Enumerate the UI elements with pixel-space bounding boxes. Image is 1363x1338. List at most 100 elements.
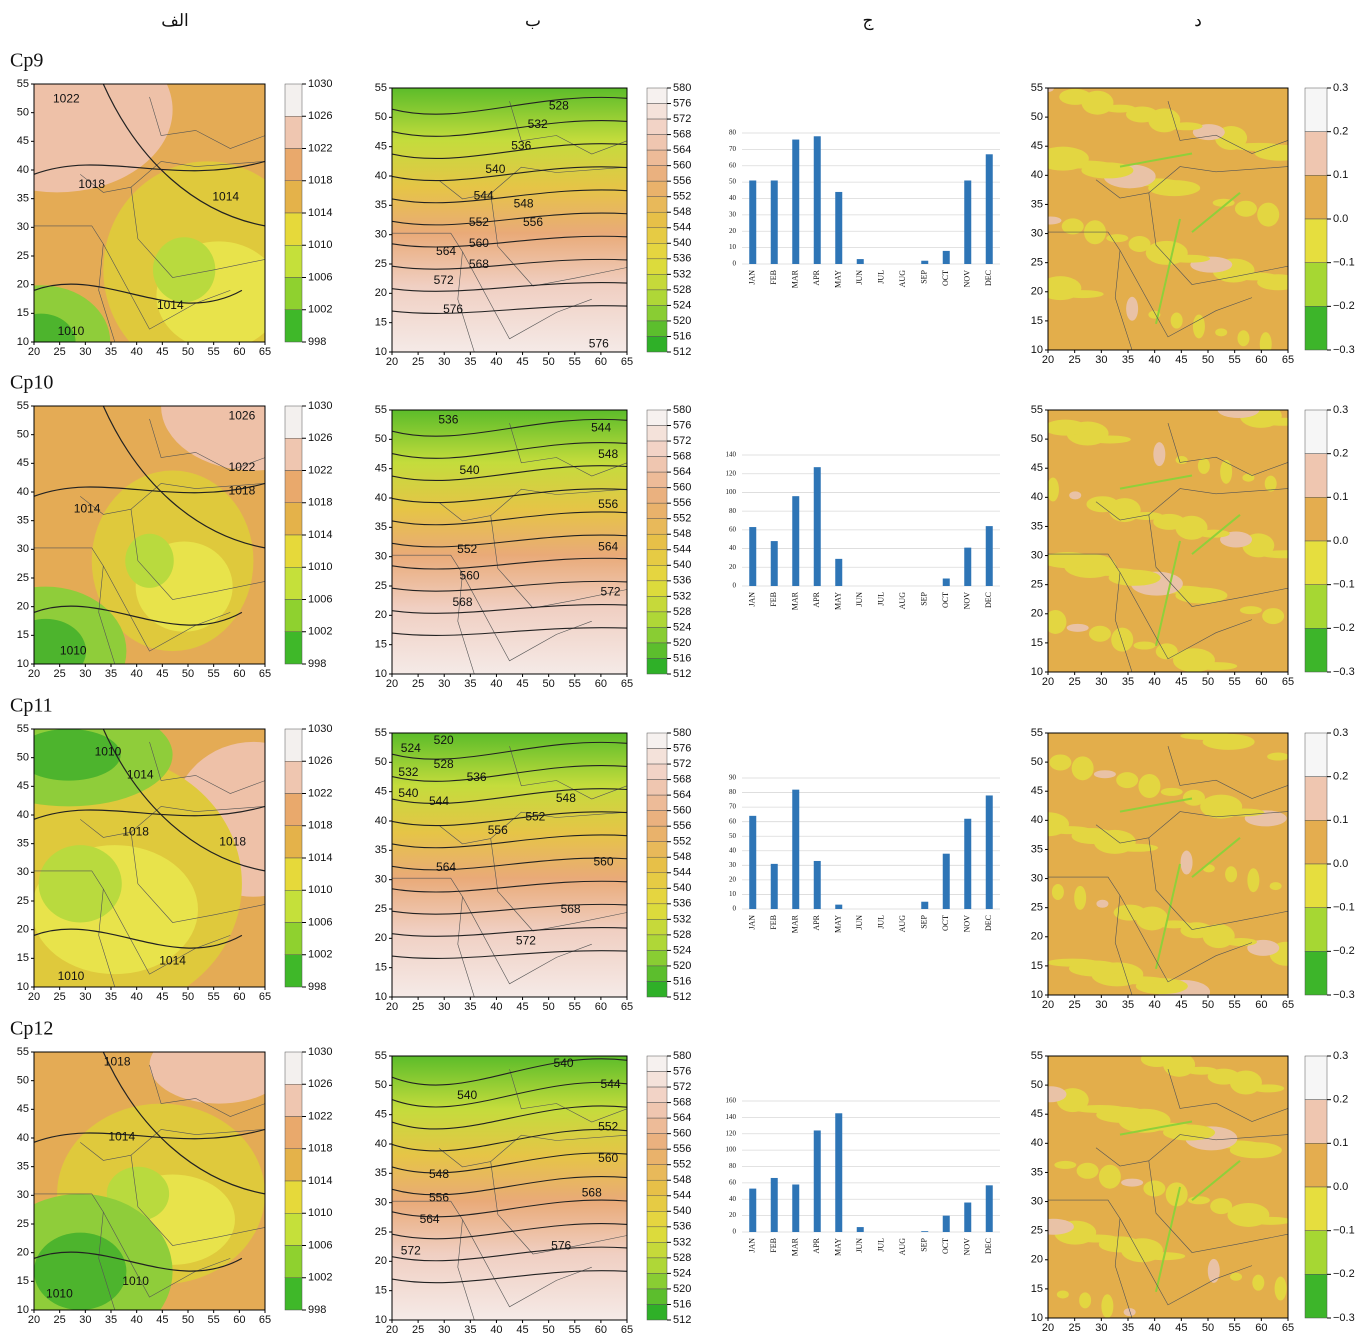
colorbar-segment bbox=[284, 922, 303, 955]
map-fill bbox=[1232, 142, 1285, 151]
colorbar-label: 0.1 bbox=[1333, 1137, 1348, 1149]
y-tick-label: 20 bbox=[1031, 286, 1043, 298]
x-tick-label: SEP bbox=[920, 914, 929, 928]
colorbar-segment bbox=[284, 1180, 303, 1214]
colorbar-label: 548 bbox=[673, 528, 691, 540]
bar bbox=[813, 860, 821, 909]
bar bbox=[964, 1202, 972, 1232]
colorbar-segment bbox=[1304, 1143, 1328, 1188]
x-tick-label: 45 bbox=[156, 1314, 168, 1326]
border-line bbox=[1095, 166, 1288, 199]
y-tick-label: 45 bbox=[17, 780, 29, 792]
map-fill bbox=[34, 618, 86, 664]
y-tick-label: 50 bbox=[729, 178, 737, 186]
map-fill bbox=[34, 1232, 127, 1310]
border-line bbox=[1167, 1069, 1288, 1122]
colorbar-segment bbox=[646, 1148, 668, 1165]
y-tick-label: 10 bbox=[1031, 666, 1043, 678]
bar bbox=[964, 547, 972, 586]
border-line bbox=[438, 488, 627, 522]
colorbar-segment bbox=[284, 277, 303, 310]
x-tick-label: 50 bbox=[182, 991, 194, 1003]
x-tick-label: FEB bbox=[769, 592, 778, 607]
colorbar-label: 576 bbox=[673, 1065, 691, 1077]
colorbar-segment bbox=[284, 405, 303, 439]
colorbar-label: 0.2 bbox=[1333, 771, 1348, 783]
map-area bbox=[392, 410, 627, 674]
x-tick-label: MAY bbox=[834, 592, 843, 610]
colorbar-label: 560 bbox=[673, 805, 691, 817]
y-tick-label: 45 bbox=[1031, 785, 1043, 797]
x-tick-label: 60 bbox=[595, 356, 607, 368]
contour-label: 564 bbox=[436, 244, 456, 258]
bar bbox=[964, 180, 972, 264]
x-tick-label: 45 bbox=[156, 991, 168, 1003]
y-tick-label: 40 bbox=[729, 846, 737, 854]
contour-label: 1014 bbox=[127, 768, 154, 782]
colorbar-label: 524 bbox=[673, 1267, 691, 1279]
contour-label: 548 bbox=[514, 196, 534, 210]
colorbar-label: 520 bbox=[673, 960, 691, 972]
colorbar-label: 544 bbox=[673, 544, 691, 556]
y-tick-label: 80 bbox=[729, 788, 737, 796]
colorbar-label: −0.3 bbox=[1333, 1312, 1355, 1324]
x-tick-label: 35 bbox=[105, 1314, 117, 1326]
map-fill bbox=[1111, 627, 1134, 652]
colorbar-segment bbox=[646, 103, 668, 120]
bar bbox=[835, 1113, 843, 1232]
y-tick-label: 50 bbox=[17, 752, 29, 764]
colorbar-segment bbox=[1304, 951, 1328, 996]
contour-line bbox=[34, 605, 243, 626]
bar bbox=[985, 795, 993, 909]
x-tick-label: 30 bbox=[79, 346, 91, 358]
colorbar-label: 540 bbox=[673, 1205, 691, 1217]
colorbar-label: 580 bbox=[673, 1050, 691, 1062]
map-fill bbox=[1119, 1120, 1193, 1136]
contour-label: 576 bbox=[589, 336, 609, 350]
contour-line bbox=[392, 1058, 627, 1086]
map-area bbox=[34, 1052, 265, 1310]
map-fill bbox=[1106, 234, 1129, 243]
x-tick-label: DEC bbox=[984, 270, 993, 286]
x-tick-label: 60 bbox=[1255, 354, 1267, 366]
contour-line bbox=[392, 1129, 627, 1152]
x-tick-label: 25 bbox=[54, 668, 66, 680]
y-tick-label: 10 bbox=[375, 668, 387, 680]
contour-label: 564 bbox=[420, 1212, 440, 1226]
colorbar-segment bbox=[1304, 907, 1328, 952]
x-tick-label: 60 bbox=[1255, 999, 1267, 1011]
map-fill bbox=[1217, 410, 1260, 418]
colorbar-label: 1022 bbox=[308, 787, 332, 799]
x-tick-label: 50 bbox=[543, 1001, 555, 1013]
bar bbox=[835, 904, 843, 909]
y-tick-label: 25 bbox=[375, 903, 387, 915]
colorbar-label: 528 bbox=[673, 1252, 691, 1264]
colorbar-label: 552 bbox=[673, 1159, 691, 1171]
map-frame bbox=[33, 405, 266, 665]
colorbar-segment bbox=[646, 336, 668, 353]
x-tick-label: 60 bbox=[233, 668, 245, 680]
x-tick-label: 30 bbox=[438, 1324, 450, 1336]
x-tick-label: 35 bbox=[1122, 999, 1134, 1011]
colorbar-label: 532 bbox=[673, 590, 691, 602]
x-tick-label: 20 bbox=[386, 356, 398, 368]
x-tick-label: MAR bbox=[791, 591, 800, 610]
x-tick-label: 30 bbox=[1095, 999, 1107, 1011]
x-tick-label: 60 bbox=[595, 678, 607, 690]
colorbar-label: 1026 bbox=[308, 110, 332, 122]
y-tick-label: 15 bbox=[1031, 637, 1043, 649]
y-tick-label: 55 bbox=[375, 1050, 387, 1062]
colorbar-segment bbox=[646, 211, 668, 229]
colorbar-label: 1014 bbox=[308, 207, 332, 219]
map-fill bbox=[1220, 531, 1253, 548]
colorbar-segment bbox=[284, 1116, 303, 1149]
colorbar-segment bbox=[646, 1133, 668, 1150]
contour-label: 556 bbox=[523, 215, 543, 229]
y-tick-label: 40 bbox=[375, 815, 387, 827]
colorbar-label: 1022 bbox=[308, 464, 332, 476]
colorbar-label: 528 bbox=[673, 606, 691, 618]
x-tick-label: 25 bbox=[54, 991, 66, 1003]
y-tick-label: 20 bbox=[17, 601, 29, 613]
colorbar-segment bbox=[646, 903, 668, 920]
